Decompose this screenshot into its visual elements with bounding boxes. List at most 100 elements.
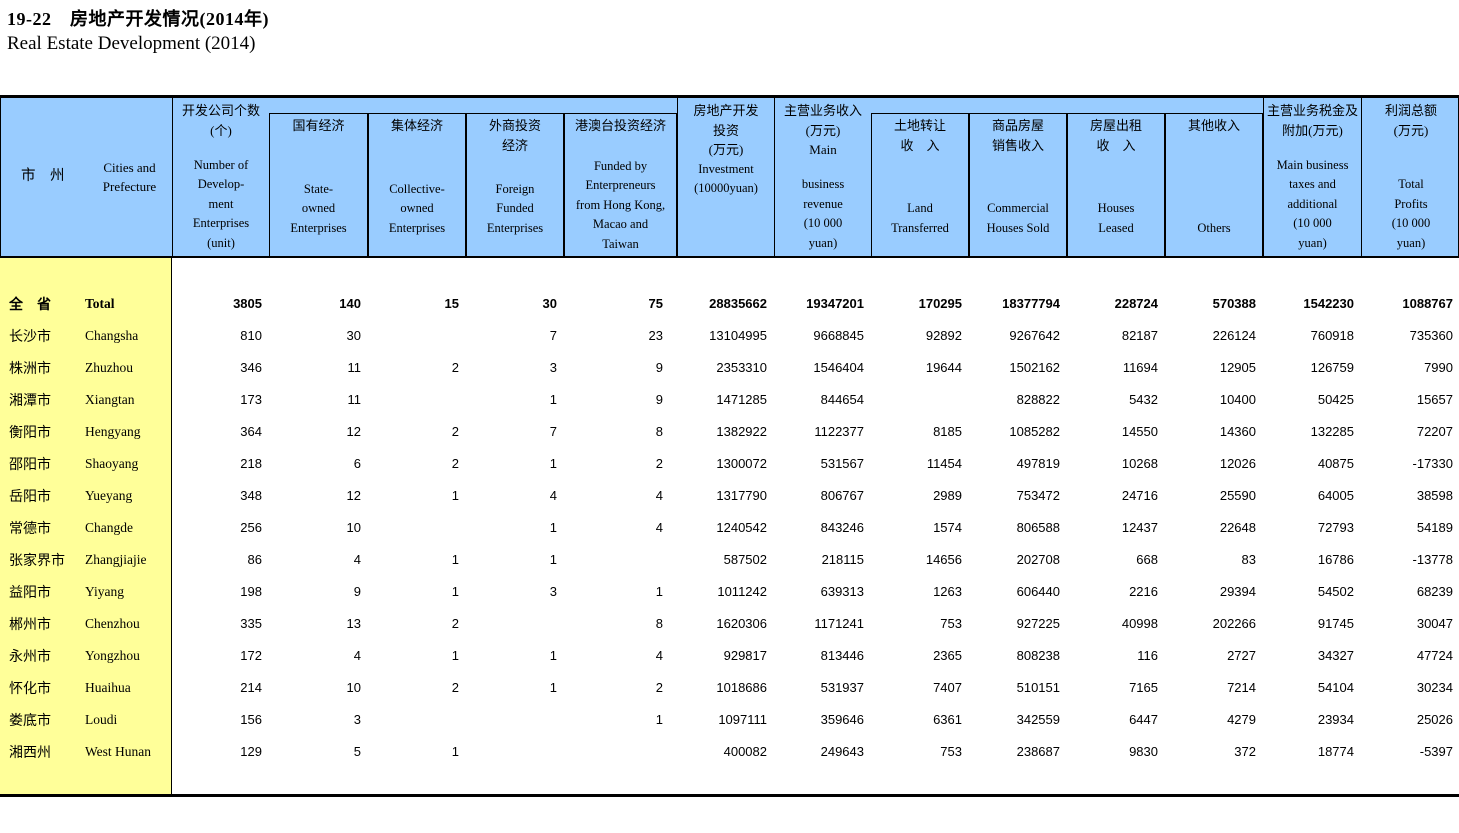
main-revenue-header-en: business revenue (10 000 yuan) [775,175,871,253]
cell-main-revenue: 531567 [820,456,864,471]
cell-taxes-additional: 126759 [1310,360,1354,375]
region-name-en: West Hunan [85,744,152,759]
region-name-en: Yiyang [85,584,124,599]
cell-total-profits: 15657 [1416,392,1453,407]
cell-commercial-houses-sold: 753472 [1016,488,1060,503]
commercial-houses-sold-header-zh: 商品房屋 销售收入 [970,116,1066,155]
num-dev-header-zh: 开发公司个数 (个) [173,101,269,140]
others-header-zh: 其他收入 [1166,116,1262,136]
cell-collective [367,704,465,736]
cell-main-revenue: 843246 [820,520,864,535]
cell-hkmt: 2 [655,456,663,471]
cell-others: 226124 [1212,328,1256,343]
houses-leased-header-en: Houses Leased [1068,199,1164,238]
investment-en-line: (10000yuan) [694,181,758,195]
cell-num-dev: 335 [240,616,262,631]
commercial-houses-sold-en-line: Houses Sold [986,220,1050,235]
foreign-funded-en-line: Enterprises [486,220,544,235]
cell-taxes-additional: 34327 [1317,648,1354,663]
cell-commercial-houses-sold: 808238 [1016,648,1060,663]
foreign-funded-header-zh: 外商投资 经济 [467,116,563,155]
region-name-en: Zhuzhou [85,360,133,375]
cell-land-transferred: 11454 [926,456,962,471]
region-name-en: Hengyang [85,424,141,439]
cell-investment: 28835662 [709,296,767,311]
land-transferred-header-box: 土地转让收 入 Land Transferred [871,113,969,256]
cell-num-dev: 346 [240,360,262,375]
region-cell: 长沙市 Changsha [0,320,172,352]
region-name-en: Shaoyang [85,456,139,471]
region-cell: 衡阳市 Hengyang [0,416,172,448]
num-dev-en-line: Enterprises [192,216,250,230]
total-profits-en-line: Profits [1394,196,1428,211]
cell-taxes-additional: 50425 [1317,392,1354,407]
taxes-additional-zh-line: 附加(万元) [1282,122,1343,138]
collective-en-line: Enterprises [388,220,446,235]
cell-main-revenue: 218115 [821,552,864,567]
table-title-en: Real Estate Development (2014) [7,33,256,54]
state-owned-en-line: Enterprises [290,220,347,235]
cell-hkmt: 9 [655,392,663,407]
houses-leased-zh-line: 房屋出租 [1089,118,1142,133]
cell-total-profits: 54189 [1416,520,1453,535]
cell-hkmt: 4 [655,520,663,535]
cell-collective [367,384,465,416]
cell-houses-leased: 2216 [1129,584,1158,599]
cell-houses-leased: 228724 [1114,296,1158,311]
land-transferred-header-zh: 土地转让收 入 [872,116,968,155]
cell-investment: 929817 [723,648,767,663]
region-header-en: Cities and Prefecture [87,158,172,197]
cell-land-transferred: 2365 [933,648,962,663]
cell-num-dev: 214 [240,680,262,695]
total-profits-header-zh: 利润总额 (万元) [1362,101,1458,140]
cell-commercial-houses-sold: 202708 [1016,552,1060,567]
cell-commercial-houses-sold: 606440 [1016,584,1060,599]
cell-hkmt [563,544,676,576]
cell-state-owned: 9 [353,584,361,599]
state-owned-en-line: owned [301,201,336,215]
table-number-and-title-zh: 19-22 房地产开发情况(2014年) [7,9,269,29]
hkmt-en-line: Funded by [593,158,648,173]
column-header-main-revenue: 主营业务收入 (万元) Main business revenue (10 000 yuan… [774,98,871,256]
cell-state-owned: 10 [346,520,361,535]
cell-total-profits: 7990 [1424,360,1453,375]
region-cell: 益阳市 Yiyang [0,576,172,608]
cell-investment: 1300072 [716,456,767,471]
foreign-funded-header-en: Foreign Funded Enterprises [467,180,563,239]
cell-main-revenue: 359646 [820,712,864,727]
cell-state-owned: 4 [353,552,361,567]
cell-commercial-houses-sold: 1502162 [1009,360,1060,375]
column-header-taxes-additional: 主营业务税金及 附加(万元) Main business taxes and addit… [1263,98,1361,256]
cell-land-transferred: 2989 [933,488,962,503]
region-cell: 怀化市 Huaihua [0,672,172,704]
cell-hkmt: 4 [655,648,663,663]
total-profits-header-en: Total Profits (10 000 yuan) [1362,175,1458,253]
cell-houses-leased: 40998 [1121,616,1158,631]
cell-others: 2727 [1227,648,1256,663]
cell-land-transferred: 1263 [933,584,962,599]
cell-num-dev: 172 [240,648,262,663]
cell-houses-leased: 24716 [1121,488,1158,503]
cell-taxes-additional: 1542230 [1303,296,1354,311]
total-profits-en-line: Total [1398,177,1424,191]
cell-main-revenue: 9668845 [813,328,864,343]
num-dev-header-en: Number of Develop-ment Enterprises (unit) [173,156,269,254]
cell-total-profits: 735360 [1409,328,1453,343]
hkmt-header-box: 港澳台投资经济 Funded by Enterpreneurs from Hong K… [564,113,677,256]
cell-commercial-houses-sold: 342559 [1016,712,1060,727]
cell-taxes-additional: 18774 [1317,744,1354,759]
cell-total-profits: -17330 [1412,456,1453,471]
cell-total-profits: 72207 [1416,424,1453,439]
others-en-line: Others [1197,220,1231,235]
cell-commercial-houses-sold: 1085282 [1009,424,1060,439]
main-revenue-zh-line: (万元) [805,122,841,138]
cell-houses-leased: 7165 [1129,680,1158,695]
main-revenue-zh-line: 主营业务收入 [783,103,862,118]
cell-commercial-houses-sold: 238687 [1016,744,1060,759]
cell-collective: 1 [451,552,459,567]
cell-collective: 1 [451,584,459,599]
taxes-additional-header-zh: 主营业务税金及 附加(万元) [1264,101,1361,140]
cell-investment: 1317790 [716,488,767,503]
column-header-state-owned: 国有经济 State-owned Enterprises [269,98,368,256]
cell-total-profits: -5397 [1419,744,1453,759]
